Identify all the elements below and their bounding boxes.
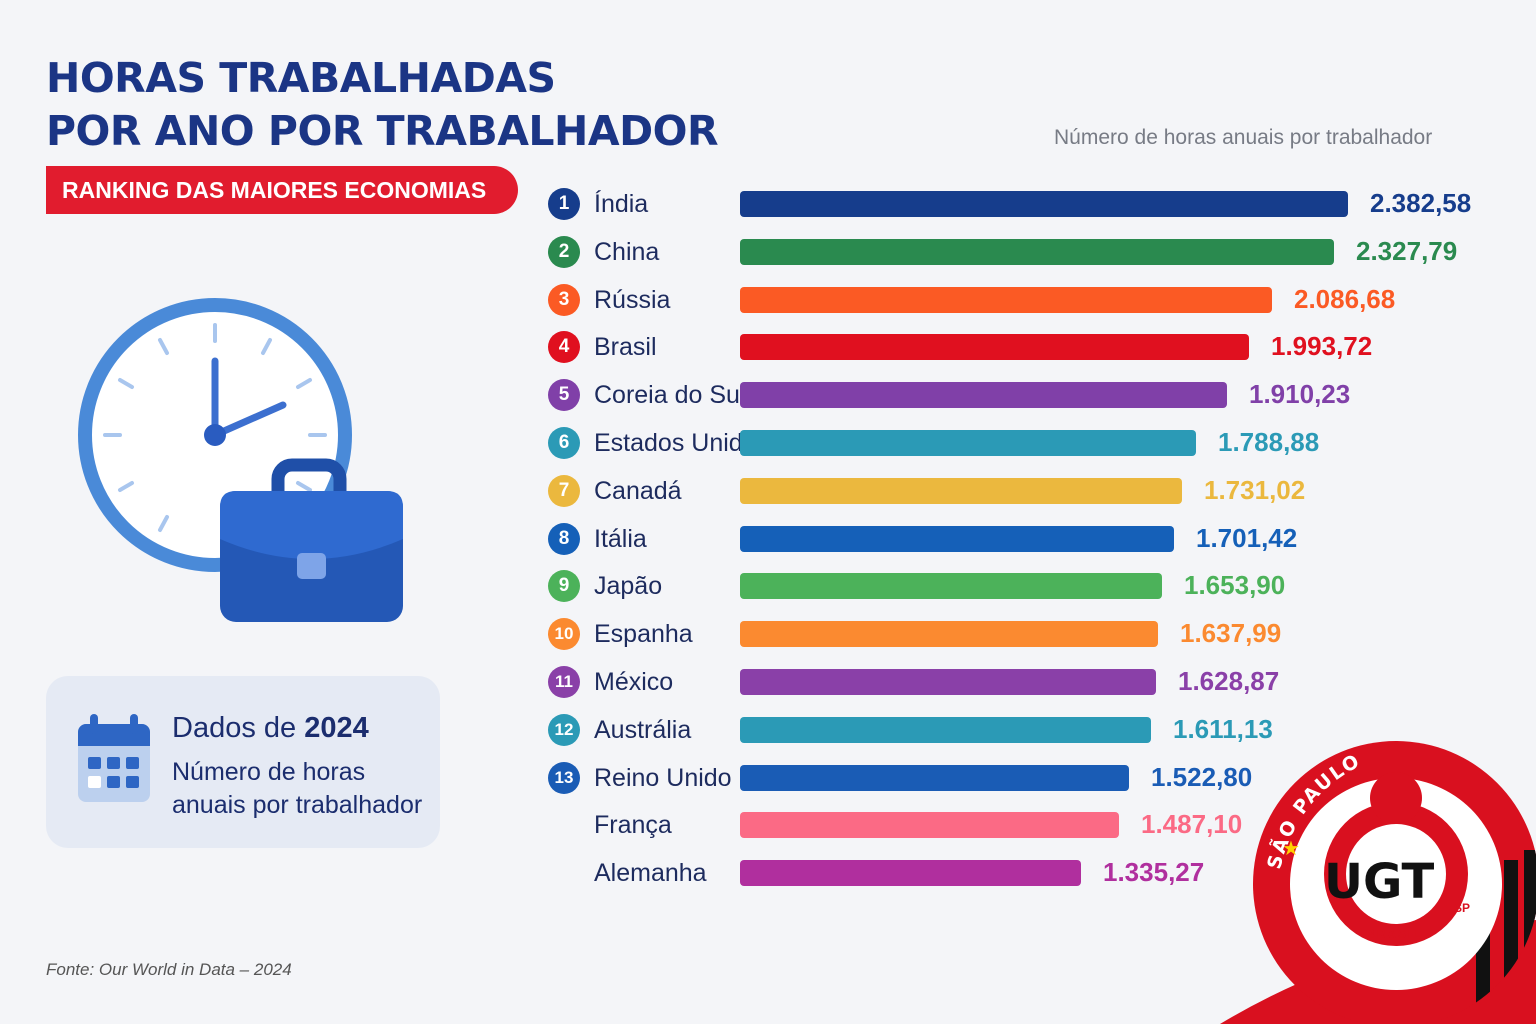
category-label: China [594,237,660,266]
bar [740,860,1081,887]
logo-brand: UGT [1324,854,1435,910]
info-card: Dados de 2024 Número de horas anuais por… [46,676,440,848]
title-line-1: HORAS TRABALHADAS [46,54,556,102]
ugt-logo: ★ SÃO PAULO UGT SP BRASIL [1220,690,1536,1024]
value-label: 1.628,87 [1178,666,1280,696]
bar [740,430,1196,456]
rank-badge: 10 [548,618,580,651]
value-label: 1.611,13 [1173,713,1273,744]
rank-badge: 2 [548,235,580,268]
category-label: Japão [594,572,663,601]
category-label: França [594,811,672,840]
bar [740,334,1249,361]
rank-badge: 5 [548,379,580,412]
rank-badge: 7 [548,474,580,507]
briefcase-icon [220,458,403,622]
bar [740,573,1162,600]
category-label: Austrália [594,715,692,744]
bar [740,477,1182,504]
calendar-icon [78,714,150,802]
title-line-2: POR ANO POR TRABALHADOR [46,107,719,155]
value-label: 1.487,10 [1141,809,1243,840]
info-year: Dados de 2024 [172,712,369,745]
bar [740,621,1158,648]
bar [740,525,1174,552]
bar [740,716,1151,743]
value-label: 1.335,27 [1103,857,1205,888]
info-prefix: Dados de [172,712,297,744]
category-label: Canadá [594,476,682,505]
category-label: Itália [594,524,647,553]
source-note: Fonte: Our World in Data – 2024 [46,960,292,979]
rank-badge: 12 [548,713,580,746]
rank-badge: 11 [548,666,580,698]
rank-badge: 4 [548,331,580,364]
value-label: 1.993,72 [1271,331,1373,362]
category-label: Espanha [594,620,693,649]
info-description: Número de horas anuais por trabalhador [172,758,423,819]
rank-badge: 1 [548,188,580,220]
rank-badge: 8 [548,522,580,555]
value-label: 1.731,02 [1204,474,1306,505]
page-title: HORAS TRABALHADAS POR ANO POR TRABALHADO… [46,52,719,158]
info-year-value: 2024 [304,712,369,744]
value-label: 1.522,80 [1151,761,1253,792]
rank-badge: 3 [548,283,580,316]
value-label: 2.086,68 [1294,283,1396,314]
category-label: Estados Unidos [594,429,770,457]
rank-badge: 9 [548,570,580,603]
bar [740,764,1129,791]
chart-subtitle: Número de horas anuais por trabalhador [1054,126,1433,149]
value-label: 2.327,79 [1356,235,1458,266]
category-label: Coreia do Sul [594,381,746,410]
category-label: Brasil [594,333,657,362]
bar [740,382,1227,409]
ranking-badge: RANKING DAS MAIORES ECONOMIAS [46,166,518,214]
category-label: Alemanha [594,859,707,888]
logo-sub: BRASIL [1366,927,1423,941]
clock-icon [78,298,403,622]
rank-badge: 13 [548,761,580,794]
category-label: Índia [594,190,649,218]
value-label: 1.788,88 [1218,427,1320,457]
value-label: 1.637,99 [1180,618,1282,649]
bar [740,238,1334,265]
value-label: 1.701,42 [1196,522,1298,553]
category-label: Rússia [594,285,671,314]
category-label: México [594,668,674,696]
category-label: Reino Unido [594,763,732,792]
value-label: 1.653,90 [1184,570,1286,601]
bar [740,286,1272,313]
rank-badge: 6 [548,427,580,459]
illustration [70,295,415,635]
star-icon: ★ [1282,838,1300,860]
value-label: 2.382,58 [1370,188,1472,218]
logo-tag: SP [1454,901,1470,915]
bar [740,669,1156,695]
value-label: 1.910,23 [1249,379,1351,410]
bar [740,191,1348,217]
bar [740,812,1119,839]
